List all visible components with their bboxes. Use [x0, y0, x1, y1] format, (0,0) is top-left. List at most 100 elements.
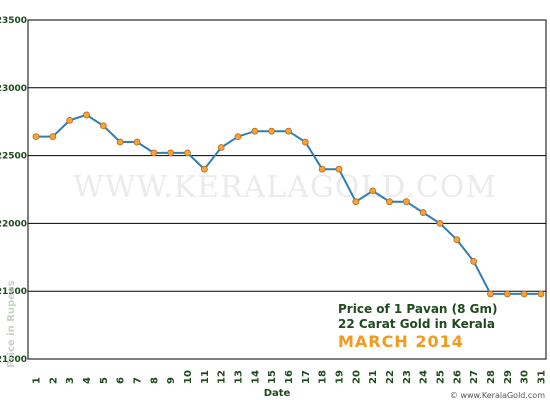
y-tick-label: 22000 — [0, 219, 27, 229]
x-tick-label: 19 — [335, 370, 346, 384]
y-tick-label: 21500 — [0, 287, 27, 297]
x-tick-label: 18 — [318, 370, 329, 384]
x-tick-label: 8 — [149, 377, 160, 384]
data-point — [301, 138, 309, 146]
y-tick-label: 23500 — [0, 16, 27, 26]
data-point — [234, 133, 242, 141]
x-tick: 31 — [537, 370, 548, 384]
x-tick-label: 16 — [284, 370, 295, 384]
x-tick: 18 — [318, 370, 329, 384]
x-tick-label: 25 — [436, 370, 447, 384]
data-point — [66, 116, 74, 124]
x-tick: 22 — [385, 370, 396, 384]
data-point — [184, 149, 191, 157]
data-point — [335, 165, 343, 173]
x-tick: 20 — [351, 370, 362, 384]
x-tick-label: 31 — [537, 370, 548, 384]
data-point — [453, 236, 461, 244]
x-tick: 21 — [368, 370, 379, 384]
x-tick-label: 29 — [503, 370, 514, 384]
data-point — [470, 257, 478, 265]
annotation-month: MARCH 2014 — [338, 332, 464, 351]
data-point — [49, 133, 57, 141]
data-point — [369, 187, 377, 195]
data-point — [167, 149, 175, 157]
annotation-line-1: Price of 1 Pavan (8 Gm) — [338, 302, 498, 316]
x-tick-label: 20 — [351, 370, 362, 384]
x-tick-label: 27 — [469, 370, 480, 384]
x-tick: 15 — [267, 370, 278, 384]
x-tick-label: 26 — [452, 370, 463, 384]
x-tick-label: 2 — [48, 377, 59, 384]
data-point — [402, 198, 410, 206]
x-tick-labels: 1 2 3 4 5 6 7 8 9 10 11 12 13 14 15 16 17 18 19 20 21 22 23 24 2… — [32, 370, 548, 384]
x-tick: 19 — [335, 370, 346, 384]
x-tick-label: 15 — [267, 370, 278, 384]
data-point — [436, 219, 444, 227]
y-axis-label: Price in Rupees — [6, 280, 17, 367]
x-tick-label: 21 — [368, 370, 379, 384]
x-tick-label: 28 — [486, 370, 497, 384]
data-point — [200, 165, 208, 173]
x-tick-label: 13 — [234, 370, 245, 384]
x-tick: 11 — [200, 370, 211, 384]
x-tick-label: 11 — [200, 370, 211, 384]
data-point — [419, 209, 427, 216]
price-points — [32, 111, 545, 298]
x-tick: 5 — [99, 377, 110, 384]
plot-area — [27, 19, 547, 360]
x-tick-label: 12 — [217, 370, 228, 384]
watermark: WWW.KERALAGOLD.COM — [73, 170, 497, 205]
x-tick-label: 1 — [32, 377, 43, 384]
y-tick-labels: 21000 21500 22000 22500 23000 23500 — [0, 16, 27, 365]
data-point — [285, 127, 292, 135]
x-tick: 7 — [133, 377, 144, 384]
data-point — [251, 127, 259, 135]
x-tick: 8 — [149, 377, 160, 384]
x-tick-label: 4 — [82, 377, 93, 384]
data-point — [503, 290, 511, 298]
data-point — [83, 111, 90, 119]
x-axis-label: Date — [264, 388, 291, 399]
x-tick: 30 — [520, 370, 531, 384]
y-tick-label: 22500 — [0, 152, 27, 162]
data-point — [32, 133, 40, 141]
x-tick-label: 23 — [402, 370, 413, 384]
data-point — [150, 149, 158, 157]
x-tick: 9 — [166, 377, 177, 384]
x-tick: 6 — [116, 377, 127, 384]
x-tick: 2 — [48, 377, 59, 384]
grid-lines — [28, 87, 546, 292]
data-point — [318, 165, 326, 173]
x-tick-label: 5 — [99, 377, 110, 384]
annotation-line-2: 22 Carat Gold in Kerala — [338, 317, 495, 331]
x-tick-label: 24 — [419, 370, 430, 384]
data-point — [217, 144, 225, 151]
chart-annotation: Price of 1 Pavan (8 Gm) 22 Carat Gold in… — [338, 302, 498, 351]
y-tick-label: 21000 — [0, 355, 27, 365]
x-tick-label: 14 — [250, 370, 261, 384]
data-point — [352, 198, 360, 206]
x-tick: 26 — [452, 370, 463, 384]
x-tick: 12 — [217, 370, 228, 384]
x-tick: 25 — [436, 370, 447, 384]
y-axis-title: Price in Rupees — [6, 280, 17, 367]
x-tick-label: 30 — [520, 370, 531, 384]
y-tick-label: 23000 — [0, 84, 27, 94]
data-point — [386, 198, 393, 206]
data-point — [99, 122, 107, 130]
x-tick-label: 10 — [183, 370, 194, 384]
x-tick-label: 3 — [65, 377, 76, 384]
data-point — [116, 138, 124, 146]
x-tick: 17 — [301, 370, 312, 384]
credit-text: © www.KeralaGold.com — [450, 391, 545, 400]
data-point — [537, 290, 545, 298]
data-point — [520, 290, 528, 298]
x-tick: 28 — [486, 370, 497, 384]
x-tick-label: 9 — [166, 377, 177, 384]
x-tick: 4 — [82, 377, 93, 384]
x-tick-label: 17 — [301, 370, 312, 384]
x-tick: 10 — [183, 370, 194, 384]
x-tick-label: 22 — [385, 370, 396, 384]
